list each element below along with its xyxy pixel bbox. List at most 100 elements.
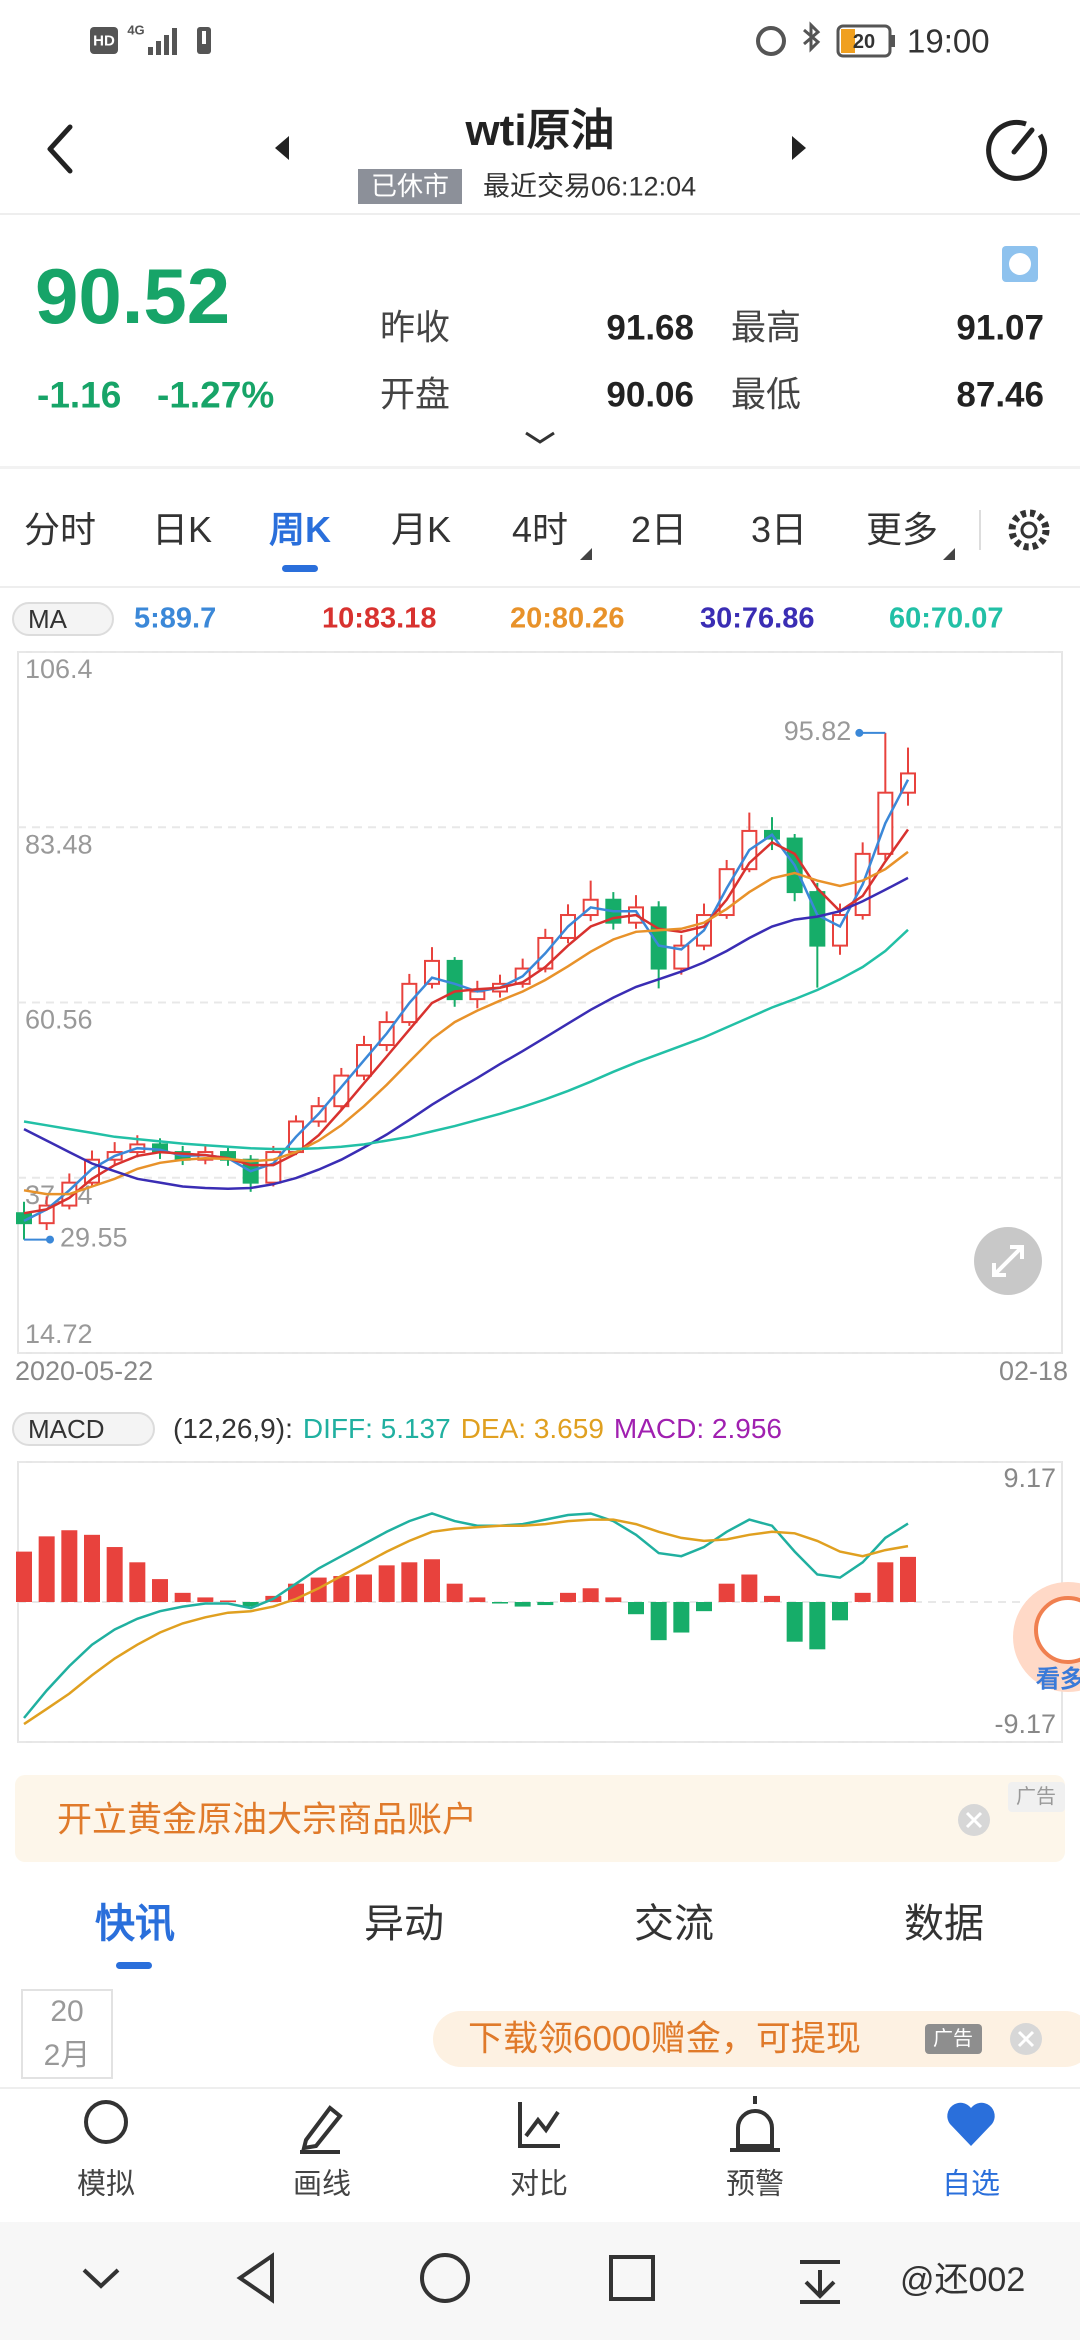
y-tick-label: 14.72 <box>25 1319 93 1349</box>
y-tick-label: 83.48 <box>25 829 93 859</box>
macd-bar <box>446 1583 463 1602</box>
y-tick-label: 106.4 <box>25 654 93 684</box>
nav-hide[interactable] <box>82 2268 120 2289</box>
period-tab[interactable]: 周K <box>269 509 331 550</box>
nav-recents[interactable] <box>609 2255 655 2301</box>
y-tick-label: -9.17 <box>994 1709 1056 1739</box>
title: wti原油 <box>465 106 615 155</box>
bottom-nav-item[interactable]: 对比 <box>509 2168 569 2201</box>
prev-arrow[interactable] <box>275 136 289 160</box>
macd-line <box>23 1512 909 1719</box>
expand-chevron[interactable] <box>525 431 555 444</box>
max-dot <box>855 728 864 737</box>
news-tab-indicator <box>116 1962 152 1969</box>
back-icon[interactable] <box>47 124 73 174</box>
candle-body <box>650 906 667 970</box>
ma-legend-item: 60:70.07 <box>889 602 1004 635</box>
macd-bar <box>741 1574 758 1602</box>
macd-bar <box>718 1583 735 1602</box>
period-tab[interactable]: 4时 <box>511 509 569 550</box>
ma-line <box>23 850 909 1196</box>
macd-bar <box>764 1595 780 1602</box>
refresh-needle <box>1011 127 1035 155</box>
bottom-nav-item[interactable]: 模拟 <box>76 2168 136 2201</box>
draw-icon <box>300 2105 343 2154</box>
settings-icon[interactable] <box>1008 509 1050 551</box>
news-tab[interactable]: 快讯 <box>95 1902 175 1946</box>
bottom-nav-item[interactable]: 预警 <box>725 2168 785 2201</box>
macd-legend-item: DEA: 3.659 <box>460 1413 604 1444</box>
stat-label: 最高 <box>731 308 802 348</box>
ad-banner-bg[interactable] <box>15 1775 1065 1862</box>
news-tab[interactable]: 数据 <box>904 1902 984 1946</box>
macd-bar <box>16 1551 32 1602</box>
battery-icon <box>836 24 892 58</box>
period-tab[interactable]: 2日 <box>630 509 688 550</box>
nav-menu[interactable] <box>800 2260 840 2304</box>
stat-value: 91.68 <box>606 308 694 348</box>
macd-legend-item: DIFF: 5.137 <box>302 1413 451 1444</box>
nav-back[interactable] <box>236 2252 274 2304</box>
macd-bar <box>809 1602 826 1650</box>
macd-bar <box>605 1597 622 1602</box>
alarm-icon <box>756 26 786 56</box>
stat-label: 最低 <box>731 375 802 415</box>
refresh-icon[interactable] <box>986 119 1048 181</box>
macd-params: (12,26,9): <box>173 1413 293 1444</box>
next-arrow[interactable] <box>792 136 806 160</box>
compare-icon <box>518 2102 560 2148</box>
macd-bar <box>197 1597 214 1602</box>
news-tab[interactable]: 交流 <box>634 1902 714 1946</box>
news-ad-close-x <box>1017 2030 1035 2048</box>
stat-value: 91.07 <box>956 308 1044 348</box>
bottom-nav-item[interactable]: 自选 <box>941 2168 1001 2201</box>
news-tab[interactable]: 异动 <box>364 1902 444 1946</box>
period-tab[interactable]: 分时 <box>23 509 97 550</box>
macd-bar <box>220 1600 236 1602</box>
period-tab[interactable]: 更多 <box>865 509 939 550</box>
tab-dropdown <box>580 548 592 560</box>
ma-pill[interactable] <box>12 602 114 636</box>
news-ad-tag-bg <box>925 2024 982 2054</box>
macd-pill[interactable] <box>12 1412 155 1446</box>
news-ad-tag: 广告 <box>933 2028 973 2050</box>
macd-bar <box>152 1579 168 1602</box>
alert-mark <box>202 31 206 44</box>
candle-body <box>446 959 463 1001</box>
macd-bar <box>696 1602 712 1612</box>
last-trade: 最近交易06:12:04 <box>483 171 697 202</box>
period-tab[interactable]: 日K <box>151 509 213 550</box>
market-status: 已休市 <box>358 169 462 204</box>
share-icon-dot <box>1009 253 1031 275</box>
bottom-nav-item[interactable]: 画线 <box>292 2168 352 2201</box>
clock: 19:00 <box>907 22 990 60</box>
ma-line <box>23 876 909 1191</box>
y-tick-label: 9.17 <box>1003 1463 1056 1493</box>
news-ad-text[interactable]: 下载领6000赠金，可提现 <box>468 2019 861 2059</box>
macd-bar <box>832 1602 848 1621</box>
period-tab[interactable]: 月K <box>390 509 452 550</box>
macd-bar <box>877 1562 894 1602</box>
settings-icon-core <box>1020 521 1038 539</box>
macd-bar <box>492 1602 508 1604</box>
stat-value: 90.06 <box>606 375 694 415</box>
macd-bar <box>900 1556 916 1602</box>
macd-bar <box>560 1592 576 1602</box>
macd-bar <box>84 1534 100 1602</box>
macd-bar <box>61 1530 78 1602</box>
macd-pill-label: MACD <box>28 1414 105 1444</box>
nav-home[interactable] <box>420 2253 470 2303</box>
macd-legend-item: MACD: 2.956 <box>613 1413 782 1444</box>
macd-bar <box>174 1592 191 1602</box>
date-day: 20 <box>50 1995 84 2028</box>
ad-text[interactable]: 开立黄金原油大宗商品账户 <box>57 1800 478 1840</box>
news-ad-bg[interactable] <box>433 2011 1080 2067</box>
period-tab[interactable]: 3日 <box>750 509 808 550</box>
tab-dropdown <box>943 548 955 560</box>
min-dot <box>46 1235 54 1244</box>
date-month: 2月 <box>43 2039 91 2072</box>
float-widget-label[interactable]: 看多 <box>1036 1666 1080 1693</box>
stat-value: 87.46 <box>956 375 1044 415</box>
